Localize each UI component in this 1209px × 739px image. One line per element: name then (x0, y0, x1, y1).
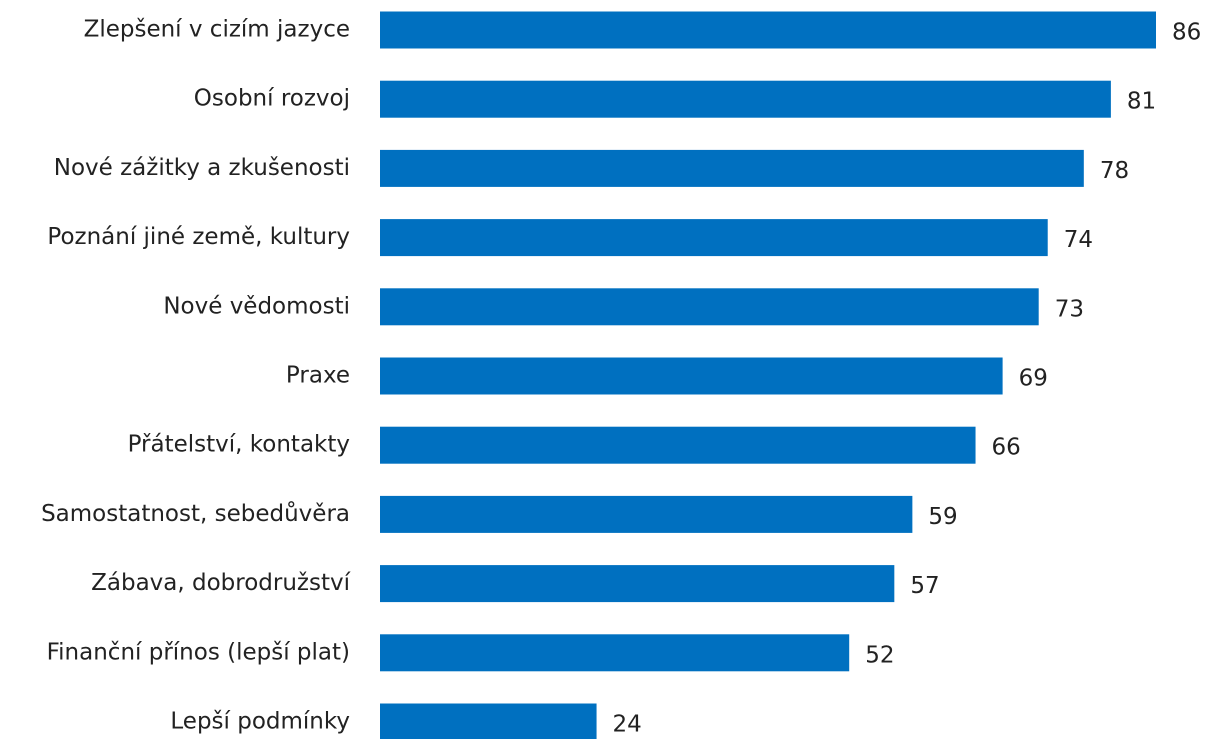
data-label: 78 (1100, 158, 1129, 184)
data-label: 81 (1127, 89, 1156, 115)
data-label: 74 (1064, 227, 1093, 253)
category-label: Nové zážitky a zkušenosti (54, 155, 350, 181)
data-label: 59 (928, 504, 957, 530)
bar (380, 149, 1084, 187)
bar (380, 288, 1039, 326)
bar (380, 357, 1003, 395)
data-label: 73 (1055, 296, 1084, 322)
data-label: 57 (910, 573, 939, 599)
data-label: 66 (992, 435, 1021, 461)
bar (380, 80, 1111, 118)
bar (380, 703, 597, 739)
data-label: 86 (1172, 20, 1201, 46)
bar (380, 219, 1048, 257)
bar (380, 634, 850, 672)
category-label: Nové vědomosti (163, 293, 350, 319)
category-label: Samostatnost, sebedůvěra (41, 500, 350, 527)
category-label: Praxe (286, 363, 350, 389)
category-label: Lepší podmínky (170, 709, 350, 735)
data-label: 69 (1019, 366, 1048, 392)
category-label: Zábava, dobrodružství (91, 570, 350, 596)
category-label: Poznání jiné země, kultury (47, 224, 350, 250)
data-label: 52 (865, 642, 894, 668)
data-label: 24 (613, 712, 642, 738)
category-label: Finanční přínos (lepší plat) (47, 639, 350, 665)
category-label: Zlepšení v cizím jazyce (84, 17, 350, 43)
category-label: Osobní rozvoj (194, 86, 350, 112)
bar (380, 495, 913, 533)
bar (380, 11, 1156, 49)
bar (380, 426, 976, 464)
bar (380, 565, 895, 603)
category-label: Přátelství, kontakty (128, 432, 350, 458)
